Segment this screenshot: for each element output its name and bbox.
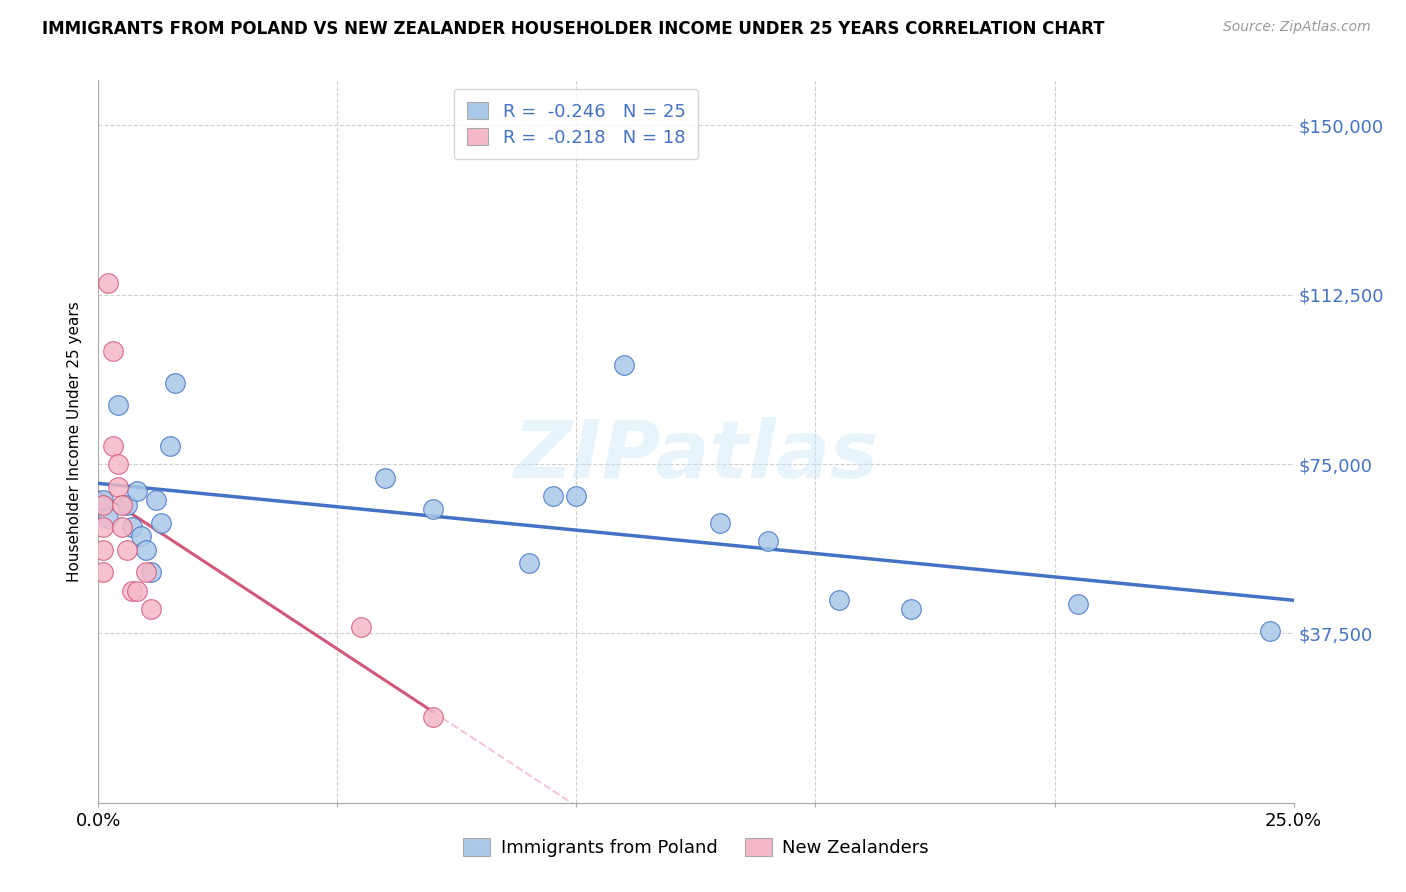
Point	[422, 502, 444, 516]
Y-axis label: Householder Income Under 25 years: Householder Income Under 25 years	[67, 301, 83, 582]
Point	[91, 542, 114, 557]
Point	[111, 520, 134, 534]
Point	[125, 583, 148, 598]
Point	[91, 520, 114, 534]
Point	[121, 520, 143, 534]
Point	[350, 620, 373, 634]
Point	[121, 583, 143, 598]
Point	[565, 489, 588, 503]
Point	[517, 557, 540, 571]
Legend: Immigrants from Poland, New Zealanders: Immigrants from Poland, New Zealanders	[454, 830, 938, 866]
Point	[91, 493, 114, 508]
Point	[159, 439, 181, 453]
Point	[139, 566, 162, 580]
Point	[135, 566, 157, 580]
Point	[101, 439, 124, 453]
Point	[709, 516, 731, 530]
Point	[1258, 624, 1281, 639]
Point	[107, 480, 129, 494]
Point	[131, 529, 153, 543]
Point	[97, 277, 120, 291]
Point	[97, 511, 120, 525]
Text: ZIPatlas: ZIPatlas	[513, 417, 879, 495]
Point	[1067, 597, 1090, 611]
Point	[115, 542, 138, 557]
Point	[900, 601, 922, 615]
Point	[107, 398, 129, 412]
Point	[613, 358, 636, 372]
Point	[163, 376, 186, 390]
Text: IMMIGRANTS FROM POLAND VS NEW ZEALANDER HOUSEHOLDER INCOME UNDER 25 YEARS CORREL: IMMIGRANTS FROM POLAND VS NEW ZEALANDER …	[42, 20, 1105, 37]
Point	[145, 493, 167, 508]
Point	[107, 457, 129, 471]
Point	[115, 498, 138, 512]
Point	[91, 498, 114, 512]
Point	[111, 498, 134, 512]
Point	[422, 710, 444, 724]
Point	[374, 470, 396, 484]
Point	[756, 533, 779, 548]
Point	[135, 542, 157, 557]
Point	[101, 344, 124, 359]
Point	[91, 566, 114, 580]
Point	[139, 601, 162, 615]
Text: Source: ZipAtlas.com: Source: ZipAtlas.com	[1223, 20, 1371, 34]
Point	[125, 484, 148, 499]
Point	[828, 592, 851, 607]
Point	[149, 516, 172, 530]
Point	[541, 489, 564, 503]
